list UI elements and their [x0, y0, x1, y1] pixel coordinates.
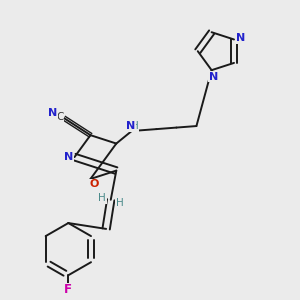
Text: N: N: [48, 108, 57, 118]
Text: N: N: [126, 121, 135, 131]
Text: H: H: [98, 193, 106, 203]
Text: N: N: [64, 152, 74, 162]
Text: N: N: [236, 33, 245, 43]
Text: H: H: [116, 198, 123, 208]
Text: H: H: [131, 121, 139, 131]
Text: N: N: [208, 72, 218, 82]
Text: C: C: [56, 112, 63, 122]
Text: F: F: [64, 284, 72, 296]
Text: O: O: [90, 179, 99, 190]
